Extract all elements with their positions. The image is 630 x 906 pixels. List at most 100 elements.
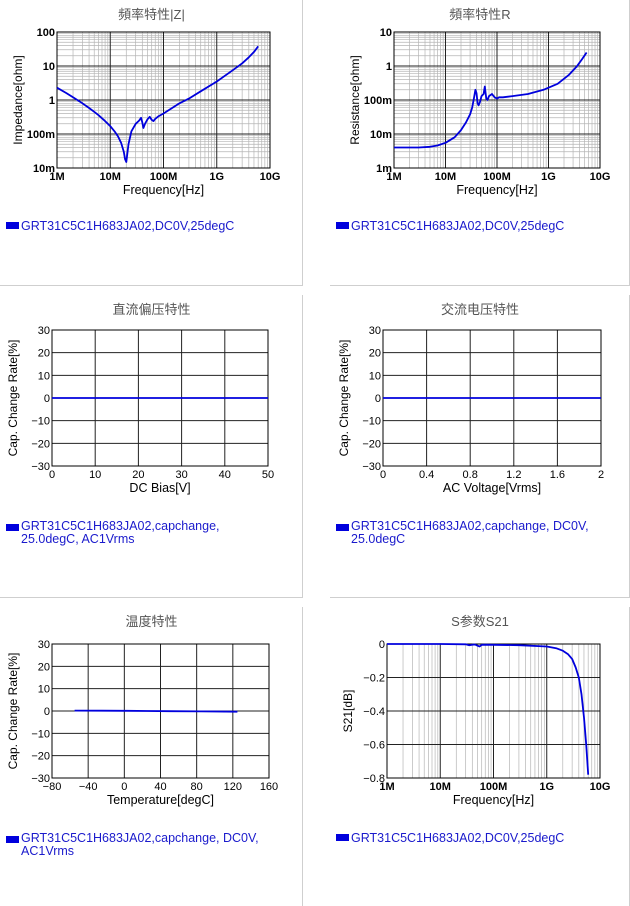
legend-label: GRT31C5C1H683JA02,DC0V,25degC (351, 219, 565, 233)
x-tick-label: 10M (435, 171, 456, 183)
series-line (74, 709, 238, 713)
chart-panel-s21: S参数S21 1M 10M 100M 1G 10G −0.8 −0.6 −0.4 −0.2 0 Fre… (330, 607, 630, 906)
y-tick-label: −10 (362, 416, 381, 428)
chart-panel-resistance: 頻率特性R 1M 10M 100M 1G 10G 1m 10m 100m 1 10 Frequency… (330, 0, 630, 286)
chart-title: 直流偏压特性 (112, 302, 190, 317)
x-tick-label: 40 (154, 781, 166, 793)
y-tick-label: −30 (31, 773, 50, 785)
legend-ac-voltage: GRT31C5C1H683JA02,capchange, DC0V, 25.0d… (336, 520, 589, 546)
x-tick-label: 160 (260, 781, 278, 793)
x-axis-label: Frequency[Hz] (456, 183, 537, 197)
legend-s21: GRT31C5C1H683JA02,DC0V,25degC (336, 832, 564, 845)
series-line (394, 51, 588, 149)
y-tick-label: −0.4 (363, 706, 385, 718)
y-tick-label: −20 (31, 438, 50, 450)
chart-title: 頻率特性|Z| (118, 7, 185, 22)
y-tick-label: 0 (379, 639, 385, 651)
plot-frame (56, 31, 271, 169)
y-tick-label: 30 (38, 325, 50, 337)
x-tick-label: 80 (191, 781, 203, 793)
y-tick-label: 10 (38, 684, 50, 696)
y-tick-label: −30 (31, 461, 50, 473)
legend-resistance: GRT31C5C1H683JA02,DC0V,25degC (336, 220, 564, 233)
series-line (387, 643, 590, 775)
y-tick-label: −0.2 (363, 673, 385, 685)
x-tick-label: 100M (483, 171, 511, 183)
y-tick-label: 20 (38, 348, 50, 360)
chart-title: S参数S21 (451, 614, 509, 629)
x-tick-label: 1M (386, 171, 401, 183)
y-tick-label: 10m (370, 129, 392, 141)
x-tick-label: 100M (150, 171, 178, 183)
y-axis-label: Cap. Change Rate[%] (6, 340, 20, 457)
y-tick-label: 100m (364, 95, 392, 107)
chart-title: 交流电压特性 (441, 302, 519, 317)
x-tick-label: 1G (541, 171, 556, 183)
legend-impedance: GRT31C5C1H683JA02,DC0V,25degC (6, 220, 234, 233)
y-tick-label: 30 (369, 325, 381, 337)
x-tick-label: 2 (598, 469, 604, 481)
y-tick-label: 10 (369, 370, 381, 382)
x-tick-label: 10 (89, 469, 101, 481)
y-tick-label: 100m (27, 129, 55, 141)
y-tick-label: 0 (44, 706, 50, 718)
x-tick-label: 30 (175, 469, 187, 481)
y-axis-label: Cap. Change Rate[%] (337, 340, 351, 457)
y-tick-label: 10m (33, 163, 55, 175)
y-tick-label: 30 (38, 639, 50, 651)
chart-panel-dc-bias: 直流偏压特性 0 10 20 30 40 50 −30 −20 −10 0 10 20 30 DC Bias… (0, 295, 303, 598)
x-tick-label: 1M (379, 781, 394, 793)
chart-s21: S参数S21 1M 10M 100M 1G 10G −0.8 −0.6 −0.4 −0.2 0 Fre… (341, 614, 611, 807)
x-tick-label: 100M (480, 781, 508, 793)
y-tick-label: 1 (386, 61, 392, 73)
chart-panel-ac-voltage: 交流电压特性 0 0.4 0.8 1.2 1.6 2 −30 −20 −10 0 10 20 30 AC V… (330, 295, 630, 598)
x-tick-label: 20 (132, 469, 144, 481)
x-tick-label: 10G (590, 781, 611, 793)
x-tick-label: 0 (49, 469, 55, 481)
y-axis-label: Impedance[ohm] (11, 55, 25, 144)
y-tick-label: 0 (44, 393, 50, 405)
chart-panel-impedance: 頻率特性|Z| 1M 10M 100M 1G 10G 10m 100m 1 10 100 Freque… (0, 0, 303, 286)
legend-swatch (336, 834, 349, 841)
x-tick-label: −80 (43, 781, 62, 793)
x-axis-label: Temperature[degC] (107, 793, 214, 807)
x-tick-label: −40 (79, 781, 98, 793)
x-tick-label: 0 (380, 469, 386, 481)
x-tick-label: 0 (121, 781, 127, 793)
legend-label: GRT31C5C1H683JA02,DC0V,25degC (21, 219, 235, 233)
x-tick-label: 120 (224, 781, 242, 793)
y-axis-label: S21[dB] (341, 690, 355, 733)
y-tick-label: 1m (376, 163, 392, 175)
y-tick-label: 10 (43, 61, 55, 73)
y-tick-label: −30 (362, 461, 381, 473)
chart-panel-temperature: 温度特性 −80 −40 0 40 80 120 160 −30 −20 −10 0 10 20 30 Tem… (0, 607, 303, 906)
x-tick-label: 1G (539, 781, 554, 793)
legend-swatch (336, 222, 349, 229)
y-tick-label: −10 (31, 728, 50, 740)
chart-impedance: 頻率特性|Z| 1M 10M 100M 1G 10G 10m 100m 1 10 100 Freque… (11, 7, 281, 197)
legend-swatch (336, 524, 349, 531)
y-tick-label: 10 (38, 370, 50, 382)
chart-title: 頻率特性R (449, 7, 510, 22)
x-tick-label: 1.2 (506, 469, 521, 481)
chart-ac-voltage: 交流电压特性 0 0.4 0.8 1.2 1.6 2 −30 −20 −10 0 10 20 30 AC V… (337, 302, 604, 495)
x-tick-label: 1M (49, 171, 64, 183)
y-tick-label: −10 (31, 416, 50, 428)
legend-label: GRT31C5C1H683JA02,capchange, DC0V, 25.0d… (351, 519, 589, 546)
legend-swatch (6, 836, 19, 843)
y-tick-label: 100 (37, 27, 55, 39)
x-tick-label: 1G (209, 171, 224, 183)
legend-label: GRT31C5C1H683JA02,capchange, 25.0degC, A… (21, 519, 220, 546)
x-axis-label: AC Voltage[Vrms] (443, 481, 541, 495)
plot-frame (393, 31, 601, 169)
legend-swatch (6, 222, 19, 229)
x-tick-label: 10G (260, 171, 281, 183)
y-axis-label: Resistance[ohm] (348, 55, 362, 144)
y-tick-label: 20 (38, 661, 50, 673)
y-tick-label: −0.6 (363, 740, 385, 752)
plot-frame (51, 643, 270, 779)
x-axis-label: Frequency[Hz] (123, 183, 204, 197)
legend-temperature: GRT31C5C1H683JA02,capchange, DC0V, AC1Vr… (6, 832, 259, 858)
y-tick-label: 1 (49, 95, 55, 107)
